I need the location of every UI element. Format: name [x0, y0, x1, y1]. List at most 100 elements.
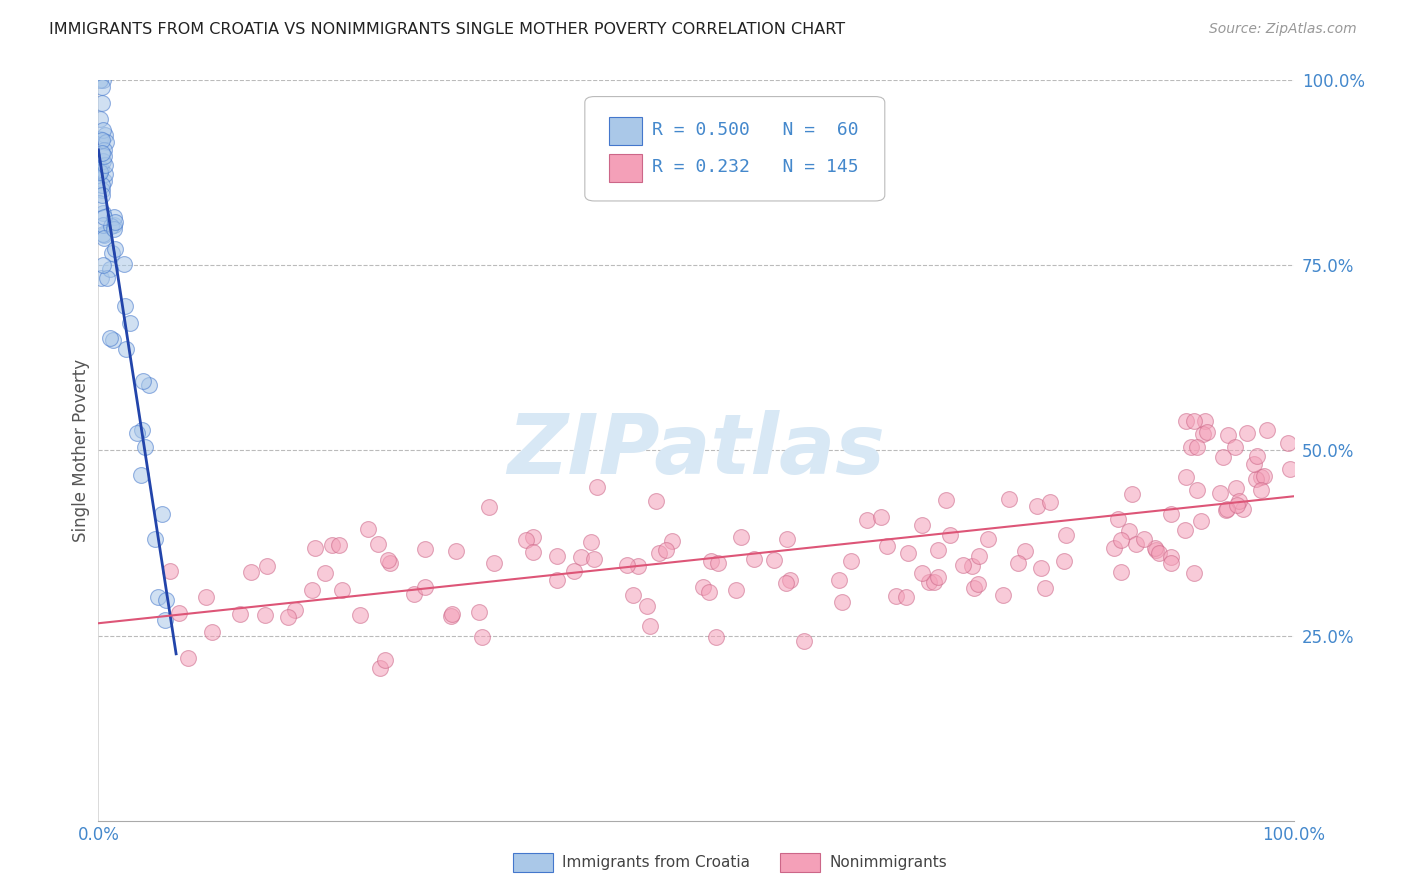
Point: [776, 533, 799, 547]
Point: [1007, 556, 1029, 570]
Bar: [609, 153, 643, 182]
Point: [1031, 561, 1053, 575]
Point: [368, 661, 391, 675]
Point: [586, 480, 609, 494]
Point: [146, 591, 169, 605]
Point: [583, 552, 606, 566]
Point: [967, 577, 990, 591]
Point: [1174, 469, 1197, 483]
Point: [91, 188, 114, 202]
Point: [775, 576, 797, 591]
Point: [927, 543, 949, 558]
Point: [952, 558, 974, 572]
Point: [103, 218, 125, 232]
Point: [1212, 450, 1234, 464]
Point: [1227, 493, 1250, 508]
Point: [93, 143, 115, 157]
Point: [89, 166, 111, 180]
Point: [1223, 441, 1246, 455]
Point: [1194, 414, 1216, 428]
Point: [841, 554, 863, 568]
Point: [1121, 487, 1143, 501]
Point: [616, 558, 638, 572]
Point: [724, 582, 747, 597]
Point: [1236, 425, 1258, 440]
Point: [897, 545, 920, 559]
Point: [793, 634, 815, 648]
Point: [413, 542, 436, 557]
Point: [627, 558, 650, 573]
Point: [894, 590, 917, 604]
Point: [91, 133, 114, 147]
Point: [967, 549, 990, 563]
Point: [240, 565, 263, 579]
Point: [1054, 528, 1077, 542]
Point: [374, 653, 396, 667]
Point: [103, 222, 125, 236]
Point: [125, 425, 148, 440]
Point: [1144, 541, 1167, 555]
Point: [704, 630, 727, 644]
Point: [87, 157, 110, 171]
Point: [402, 587, 425, 601]
Point: [1216, 501, 1239, 516]
Point: [1253, 469, 1275, 483]
Point: [367, 537, 389, 551]
Point: [304, 541, 326, 555]
Point: [440, 609, 463, 624]
Point: [155, 613, 177, 627]
Point: [1125, 537, 1147, 551]
Point: [1180, 440, 1202, 454]
Point: [195, 590, 218, 604]
Point: [471, 630, 494, 644]
Point: [1226, 498, 1249, 512]
Point: [115, 342, 138, 356]
Point: [977, 532, 1000, 546]
Point: [1160, 507, 1182, 521]
Point: [1039, 495, 1062, 509]
Text: IMMIGRANTS FROM CROATIA VS NONIMMIGRANTS SINGLE MOTHER POVERTY CORRELATION CHART: IMMIGRANTS FROM CROATIA VS NONIMMIGRANTS…: [49, 22, 845, 37]
Point: [1243, 458, 1265, 472]
Point: [482, 556, 505, 570]
Point: [1232, 501, 1254, 516]
Point: [90, 162, 112, 177]
Point: [1187, 440, 1209, 454]
Point: [349, 607, 371, 622]
Bar: [609, 117, 643, 145]
Point: [100, 219, 122, 234]
Point: [104, 215, 127, 229]
Point: [253, 608, 276, 623]
Point: [1250, 469, 1272, 483]
Point: [886, 589, 908, 603]
Point: [1026, 500, 1049, 514]
Point: [112, 257, 135, 271]
Point: [138, 378, 160, 392]
Point: [1192, 427, 1215, 442]
Point: [997, 492, 1019, 507]
Point: [831, 594, 853, 608]
Text: R = 0.500   N =  60: R = 0.500 N = 60: [652, 121, 859, 139]
FancyBboxPatch shape: [585, 96, 884, 201]
Point: [91, 218, 114, 232]
Point: [87, 196, 110, 211]
Point: [1277, 436, 1299, 450]
Point: [1215, 503, 1237, 517]
Point: [522, 530, 544, 544]
Point: [93, 174, 115, 188]
Point: [1149, 545, 1171, 559]
Point: [655, 543, 678, 558]
Point: [927, 570, 949, 584]
Point: [1246, 449, 1268, 463]
Point: [155, 593, 177, 607]
Point: [94, 158, 117, 172]
Point: [89, 165, 111, 179]
Point: [1102, 541, 1125, 555]
Point: [91, 178, 114, 192]
Point: [1208, 486, 1230, 500]
Point: [478, 500, 501, 514]
Point: [1014, 544, 1036, 558]
Point: [522, 545, 544, 559]
Point: [1033, 581, 1056, 595]
Text: Nonimmigrants: Nonimmigrants: [830, 855, 948, 870]
Point: [332, 583, 354, 598]
